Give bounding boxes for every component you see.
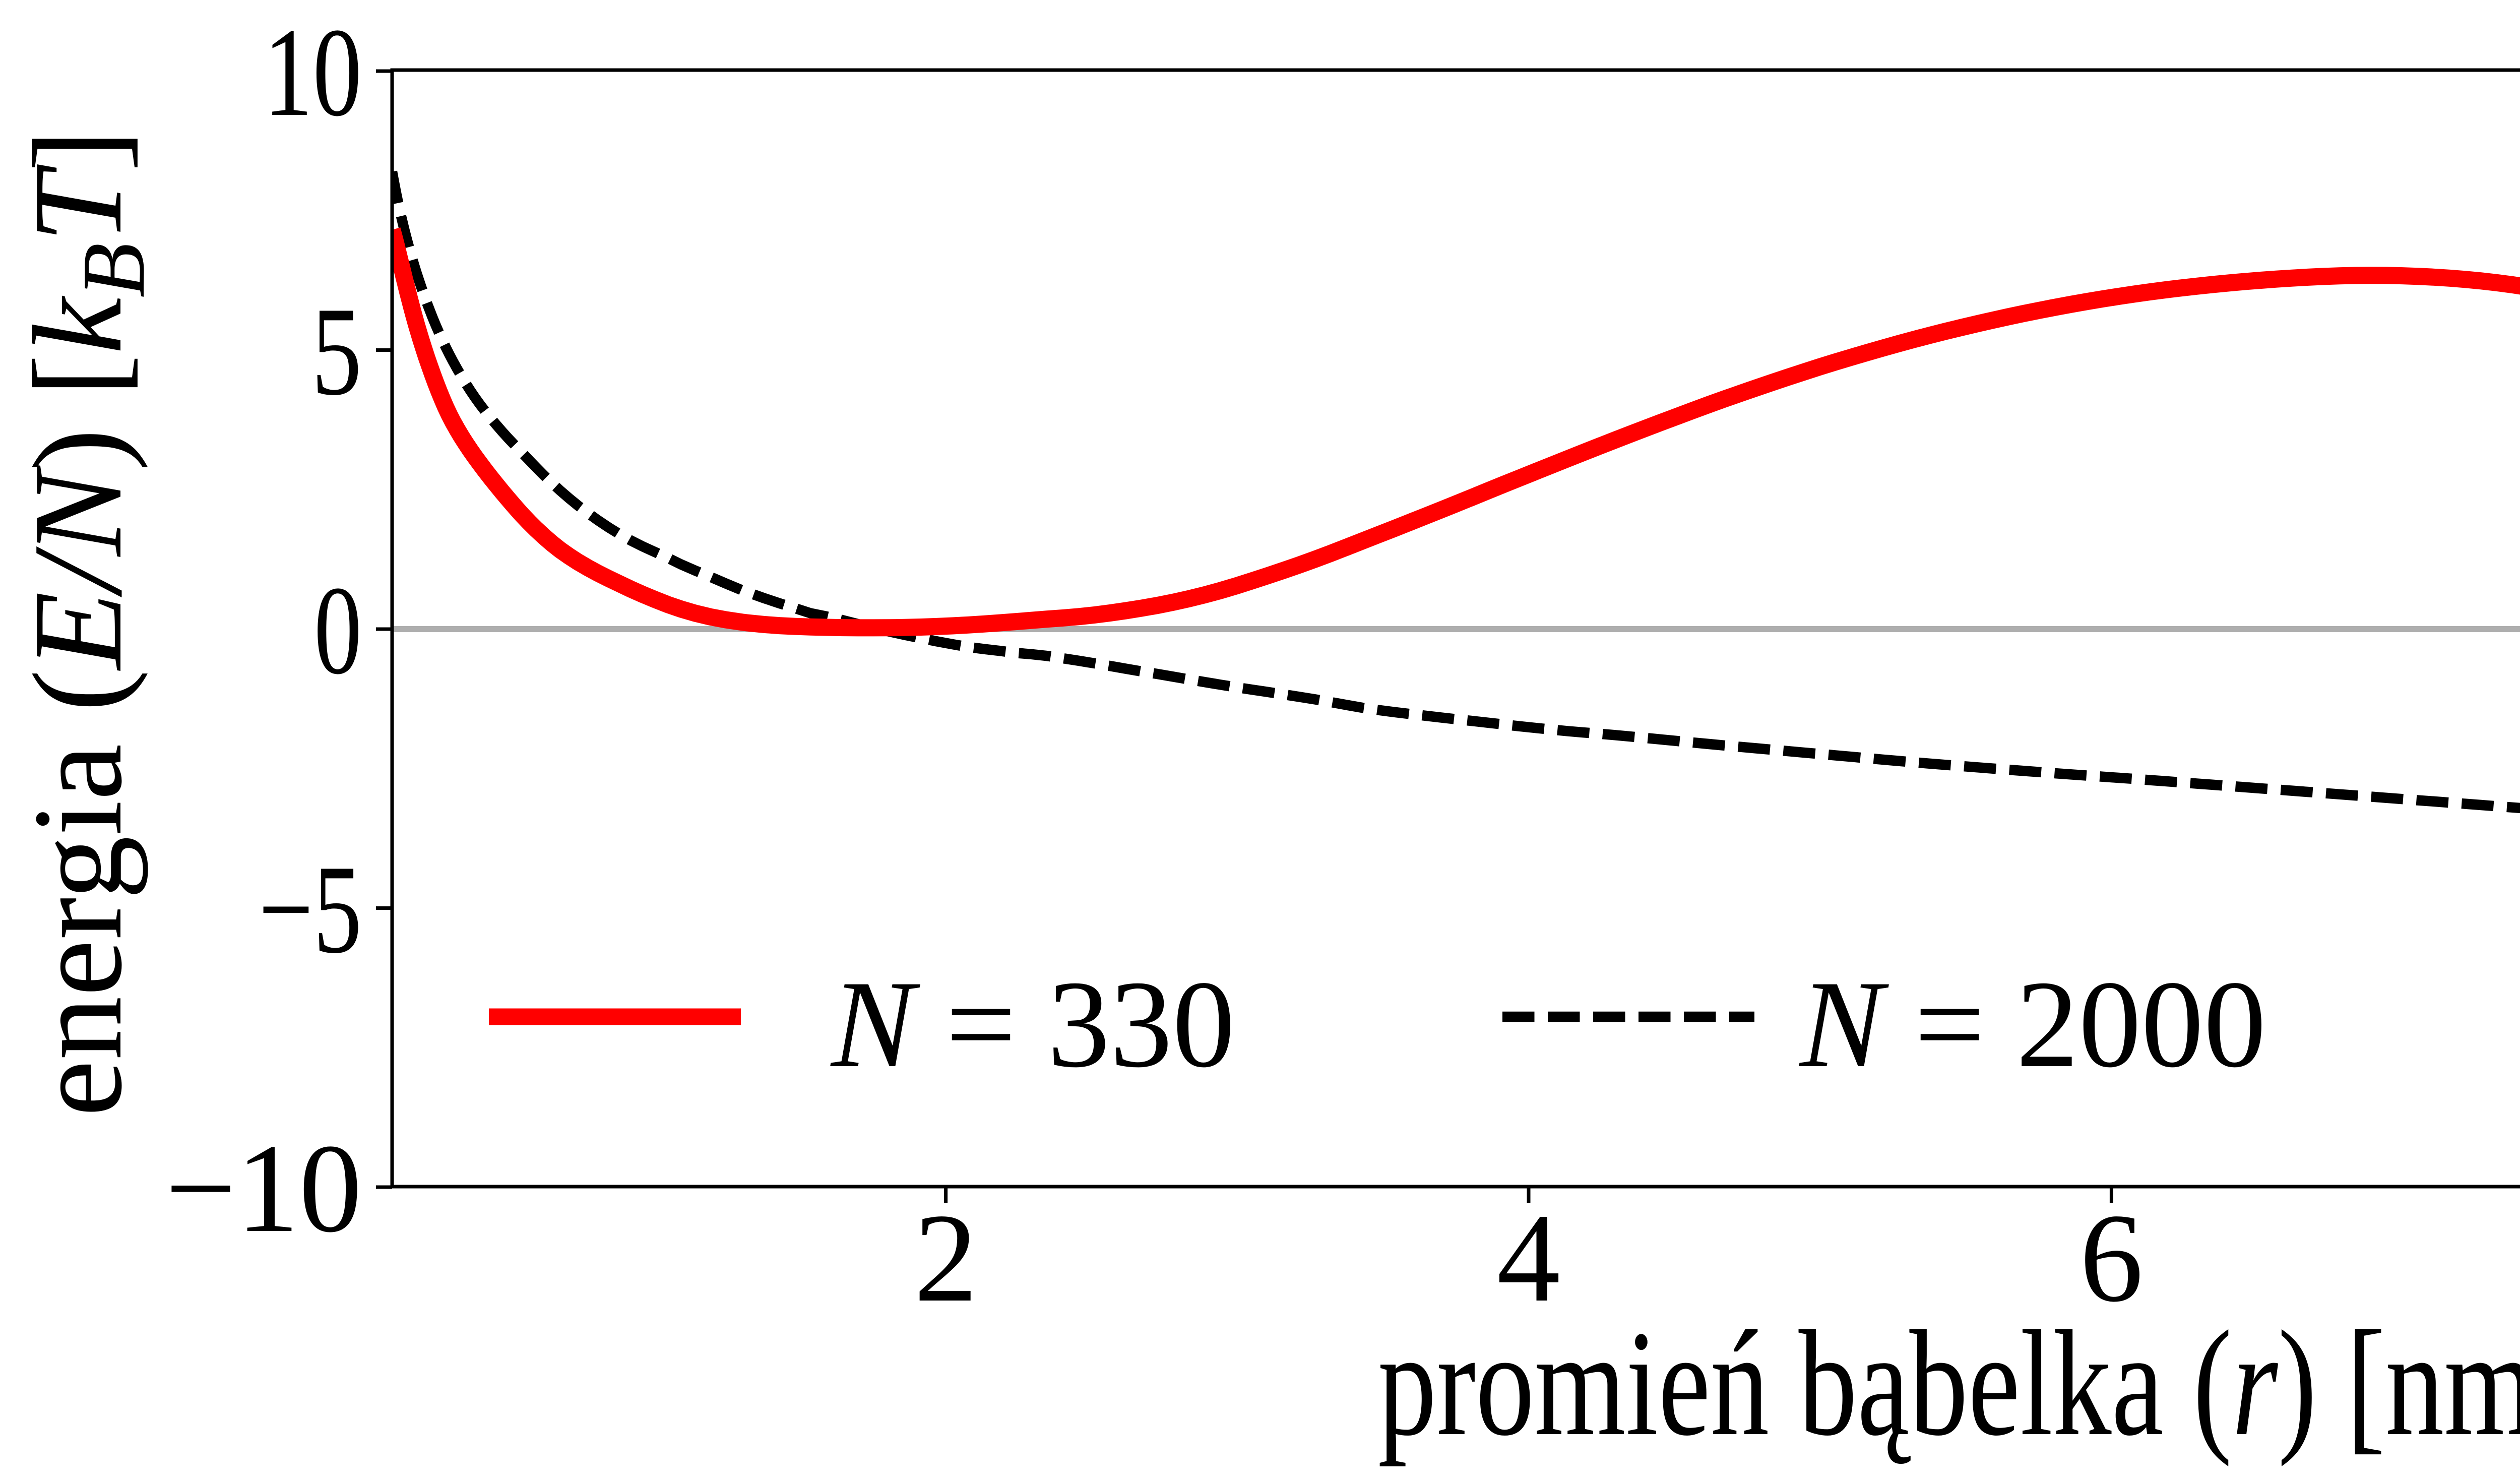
svg-text:N = 2000: N = 2000	[1799, 955, 2266, 1093]
svg-text:5: 5	[311, 281, 362, 422]
svg-text:6: 6	[2080, 1187, 2143, 1328]
svg-text:4: 4	[1497, 1187, 1560, 1328]
svg-text:energia (E/N) [kBT]: energia (E/N) [kBT]	[7, 130, 163, 1117]
svg-text:−5: −5	[259, 839, 362, 980]
svg-text:N = 330: N = 330	[830, 955, 1235, 1093]
svg-text:promień bąbelka (r) [nm]: promień bąbelka (r) [nm]	[1378, 1300, 2520, 1467]
svg-text:−10: −10	[165, 1118, 362, 1259]
svg-text:0: 0	[314, 560, 362, 701]
svg-text:2: 2	[914, 1187, 978, 1328]
svg-text:10: 10	[264, 2, 362, 143]
